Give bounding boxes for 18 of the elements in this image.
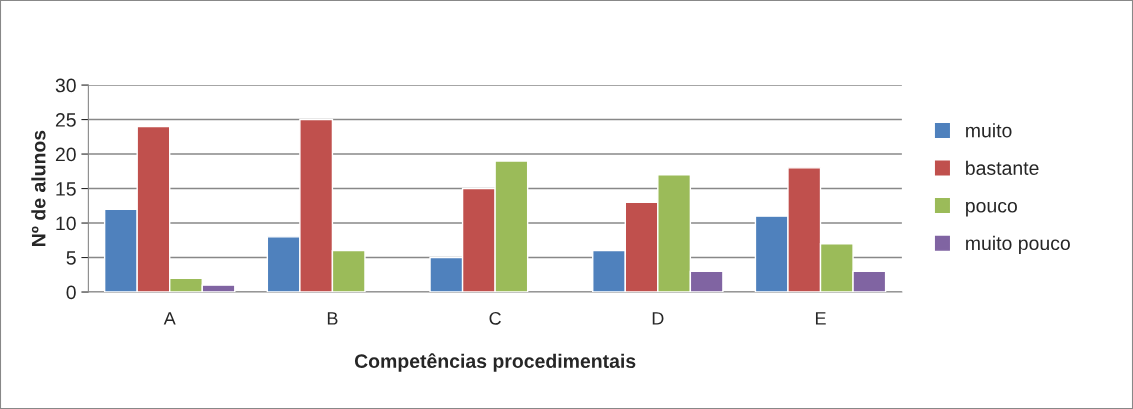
legend-label: muito pouco [966,235,1070,254]
y-tick-label: 25 [55,113,76,127]
y-tick-label: 10 [56,216,76,231]
y-tick-label: 5 [66,251,76,265]
x-tick-label: E [815,312,826,325]
x-tick-label: C [489,311,501,325]
x-tick-label: A [163,312,176,325]
y-axis-title: Nº de alunos [31,130,46,246]
legend-label: bastante [966,160,1039,175]
legend-label: muito [966,123,1012,138]
x-tick-label: B [327,312,338,325]
x-axis-title: Competências procedimentais [354,353,636,372]
y-tick-label: 20 [55,147,76,162]
legend-label: pouco [966,201,1017,217]
y-tick-label: 0 [66,285,76,300]
y-tick-label: 30 [55,78,76,93]
x-tick-label: D [652,312,664,325]
y-tick-label: 15 [56,182,76,196]
